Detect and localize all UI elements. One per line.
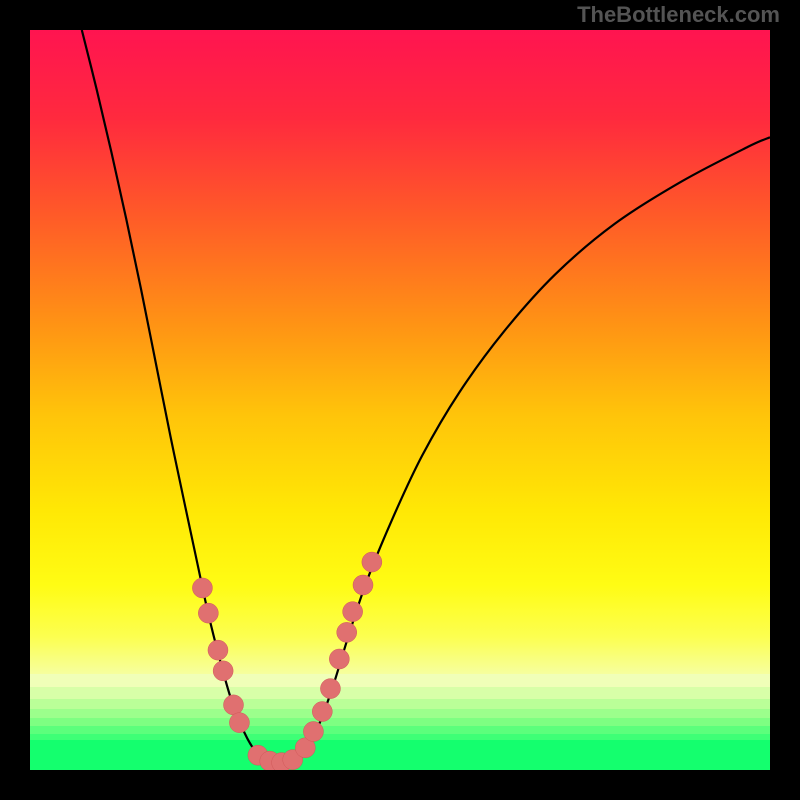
- data-marker: [213, 661, 233, 681]
- data-markers: [192, 552, 381, 770]
- curve-right-branch: [282, 137, 770, 764]
- data-marker: [343, 602, 363, 622]
- data-marker: [192, 578, 212, 598]
- data-marker: [303, 722, 323, 742]
- data-marker: [208, 640, 228, 660]
- curve-left-branch: [82, 30, 282, 764]
- data-marker: [229, 713, 249, 733]
- watermark-text: TheBottleneck.com: [577, 2, 780, 28]
- data-marker: [198, 603, 218, 623]
- data-marker: [337, 622, 357, 642]
- chart-svg: [30, 30, 770, 770]
- data-marker: [329, 649, 349, 669]
- plot-area: [30, 30, 770, 770]
- data-marker: [320, 679, 340, 699]
- data-marker: [312, 702, 332, 722]
- data-marker: [224, 695, 244, 715]
- data-marker: [353, 575, 373, 595]
- data-marker: [362, 552, 382, 572]
